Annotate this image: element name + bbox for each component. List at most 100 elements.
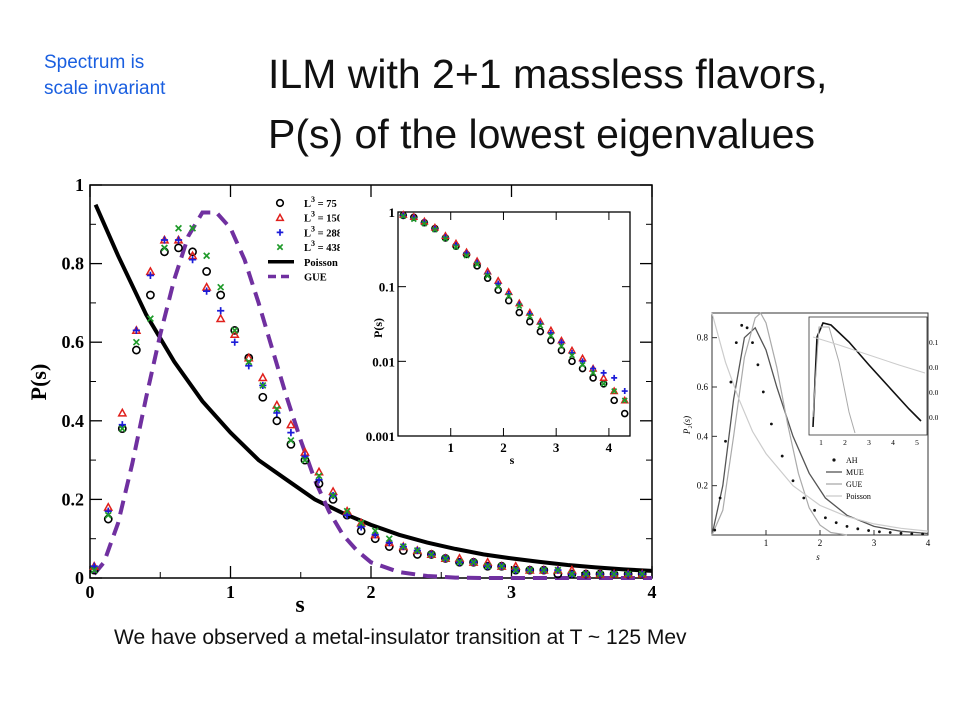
inset-data-point xyxy=(505,292,512,299)
right-inset-x-tick-label: 5 xyxy=(915,438,919,447)
inset-y-tick-label: 0.001 xyxy=(366,429,395,444)
right-y-tick-label: 0.4 xyxy=(697,431,709,441)
right-x-tick-label: 3 xyxy=(872,538,877,548)
inset-data-point xyxy=(537,322,544,329)
legend-swatch xyxy=(276,229,284,236)
right-y-tick-label: 0.2 xyxy=(697,481,708,491)
data-point xyxy=(371,527,379,535)
data-point xyxy=(229,329,240,338)
right-curve-poisson xyxy=(711,312,929,532)
inset-data-point xyxy=(621,397,628,404)
data-point xyxy=(512,566,520,574)
data-point xyxy=(203,287,211,295)
data-point xyxy=(385,539,393,547)
right-data-point xyxy=(910,532,914,536)
inset-data-point xyxy=(568,352,576,359)
right-legend-label: GUE xyxy=(846,480,863,489)
inset-data-point xyxy=(400,213,407,220)
data-point xyxy=(456,558,463,566)
right-data-point xyxy=(740,323,744,327)
data-point xyxy=(215,313,226,323)
x-tick-label: 0 xyxy=(86,582,95,602)
right-inset-x-tick-label: 4 xyxy=(891,438,895,447)
right-x-axis-label: s xyxy=(816,552,820,562)
data-point xyxy=(329,491,337,499)
inset-data-point xyxy=(504,296,513,305)
data-point xyxy=(175,224,182,232)
title-line2: P(s) of the lowest eigenvalues xyxy=(268,111,815,157)
data-point xyxy=(245,358,253,366)
data-point xyxy=(203,252,211,260)
inset-data-point xyxy=(463,252,470,259)
inset-x-axis-label: s xyxy=(510,453,515,467)
data-point xyxy=(104,507,112,515)
right-legend-label: MUE xyxy=(846,468,864,477)
inset-x-tick-label: 1 xyxy=(447,440,454,455)
data-point xyxy=(385,535,393,543)
data-point xyxy=(146,290,155,300)
data-point xyxy=(217,283,225,291)
data-point xyxy=(131,345,141,355)
inset-data-point xyxy=(410,216,417,223)
legend-label: L3 = 288 xyxy=(304,224,342,239)
legend-swatch xyxy=(276,243,284,251)
inset-data-point xyxy=(515,308,524,317)
right-data-point xyxy=(888,531,892,534)
y-tick-label: 0 xyxy=(75,568,84,588)
inset-data-point xyxy=(600,380,607,387)
right-inset-y-tick-label: 0.0001 xyxy=(929,413,938,422)
data-point xyxy=(286,419,296,429)
data-point xyxy=(174,236,183,244)
data-point xyxy=(624,570,632,578)
data-point xyxy=(245,362,253,370)
data-point xyxy=(287,436,295,444)
inset-data-point xyxy=(526,317,534,326)
right-data-point xyxy=(780,454,784,458)
data-point xyxy=(540,566,548,574)
data-point xyxy=(146,271,155,279)
inset-data-point xyxy=(557,346,566,355)
y-tick-label: 0.2 xyxy=(62,489,85,509)
right-data-point xyxy=(845,524,849,528)
right-legend-label: AH xyxy=(846,456,858,465)
inset-data-point xyxy=(599,373,608,382)
inset-y-tick-label: 1 xyxy=(389,205,396,220)
right-data-point xyxy=(761,390,765,394)
inset-data-point xyxy=(611,374,618,381)
data-point xyxy=(216,290,226,300)
right-data-point xyxy=(713,528,717,532)
data-point xyxy=(118,421,126,429)
legend-label: L3 = 150 xyxy=(304,210,342,225)
data-point xyxy=(441,554,449,562)
right-y-tick-label: 0.8 xyxy=(697,333,709,343)
data-point xyxy=(259,381,267,389)
right-x-tick-label: 1 xyxy=(764,538,769,548)
inset-y-axis-label: P(s) xyxy=(371,318,385,338)
inset-data-point xyxy=(516,303,523,310)
data-point xyxy=(104,511,112,519)
data-point xyxy=(596,570,604,578)
right-data-point xyxy=(791,479,795,483)
y-tick-label: 0.8 xyxy=(62,254,85,274)
right-plot-area xyxy=(711,312,929,536)
data-point xyxy=(146,315,154,323)
data-point xyxy=(357,519,365,527)
legend-label: L3 = 438 xyxy=(304,239,342,254)
data-point xyxy=(272,416,282,426)
data-point xyxy=(217,307,225,315)
data-point xyxy=(257,372,268,382)
legend-label: Poisson xyxy=(304,258,338,269)
right-data-point xyxy=(745,326,749,330)
data-point xyxy=(258,392,268,402)
inset-y-tick-label: 0.01 xyxy=(372,354,395,369)
data-point xyxy=(610,570,618,578)
inset-data-point xyxy=(610,396,618,405)
data-point xyxy=(90,566,98,574)
side-note-line1: Spectrum is xyxy=(44,52,145,73)
data-point xyxy=(188,256,197,264)
data-point xyxy=(231,338,239,346)
data-point xyxy=(117,407,128,417)
right-x-tick-label: 2 xyxy=(818,538,823,548)
data-point xyxy=(230,326,240,335)
